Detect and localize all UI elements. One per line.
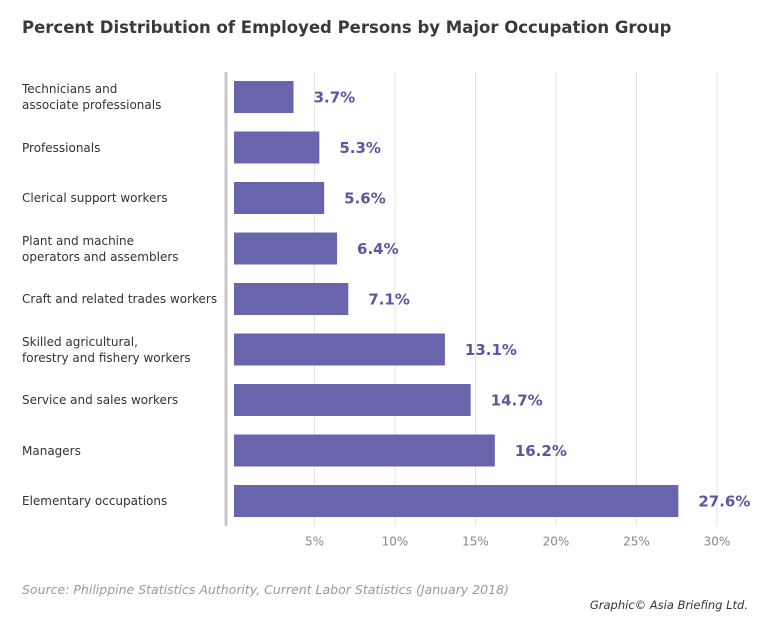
category-label: Craft and related trades workers: [22, 292, 218, 306]
value-label: 27.6%: [698, 493, 750, 511]
category-label: Professionals: [22, 140, 101, 155]
category-label: Clerical support workers: [22, 191, 168, 205]
x-tick-label: 10%: [382, 535, 409, 549]
value-label: 6.4%: [357, 240, 399, 258]
bar: [234, 81, 294, 113]
value-label: 5.3%: [339, 139, 381, 157]
source-note: Source: Philippine Statistics Authority,…: [22, 582, 509, 597]
x-tick-label: 15%: [462, 535, 489, 549]
bar: [234, 434, 495, 467]
x-tick-label: 30%: [704, 535, 731, 549]
bar: [234, 232, 338, 265]
bar: [234, 333, 445, 366]
bar: [234, 384, 471, 416]
value-label: 5.6%: [344, 190, 386, 208]
bar: [234, 283, 349, 315]
x-tick-label: 5%: [305, 535, 324, 549]
value-label: 13.1%: [465, 341, 517, 359]
category-label: Service and sales workers: [22, 393, 179, 407]
bar: [234, 485, 679, 517]
category-label: Plant and machine operators and assemble…: [22, 233, 179, 264]
x-tick-label: 20%: [543, 535, 570, 549]
x-tick-label: 25%: [623, 535, 650, 549]
bar: [234, 182, 325, 214]
chart-title: Percent Distribution of Employed Persons…: [22, 18, 672, 37]
category-label: Elementary occupations: [22, 494, 168, 508]
bar: [234, 131, 320, 164]
credit: Graphic© Asia Briefing Ltd.: [589, 598, 748, 612]
category-label: Technicians and associate professionals: [22, 82, 162, 112]
value-label: 7.1%: [368, 291, 410, 309]
category-label: Skilled agricultural, forestry and fishe…: [22, 334, 191, 365]
value-label: 3.7%: [314, 89, 356, 107]
value-label: 16.2%: [515, 442, 567, 460]
category-label: Managers: [22, 443, 81, 458]
value-label: 14.7%: [491, 392, 543, 410]
